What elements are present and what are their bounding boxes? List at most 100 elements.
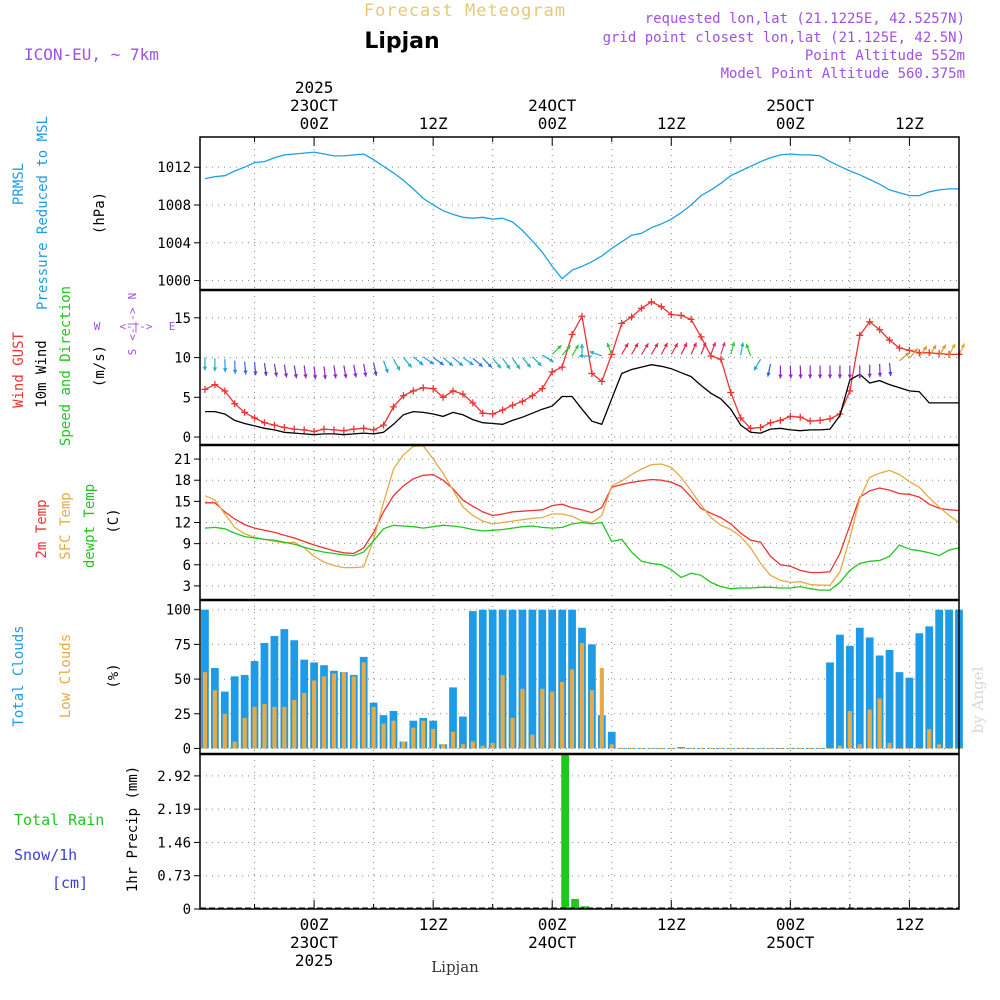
y-tick-label: 2.19: [157, 802, 191, 818]
gust-marker: [895, 344, 903, 352]
wind-arrow-head: [439, 360, 444, 366]
bar-total-clouds: [895, 672, 904, 749]
series-line-prmsl: [204, 151, 959, 280]
wind-arrow-head: [363, 372, 368, 377]
bar-total-clouds: [478, 609, 487, 749]
bar-total-clouds: [826, 662, 834, 749]
wind-arrow-head: [673, 343, 678, 348]
wind-arrow: [432, 357, 445, 366]
gust-marker: [459, 390, 467, 398]
bar-low-clouds: [510, 717, 515, 749]
wind-arrow-head: [429, 360, 434, 365]
bar-low-clouds: [341, 672, 346, 749]
gust-marker: [370, 426, 378, 434]
wind-arrow: [551, 344, 562, 355]
bar-total-clouds: [290, 640, 299, 749]
gust-marker: [449, 387, 457, 395]
wind-arrow: [710, 341, 717, 355]
gust-marker: [647, 298, 655, 306]
chart-title: Forecast Meteogram: [364, 1, 566, 21]
bar-low-clouds: [391, 720, 396, 749]
wind-arrow-head: [212, 367, 218, 372]
y-tick-label: 75: [174, 637, 191, 653]
wind-arrow-head: [740, 342, 745, 347]
gust-marker: [439, 393, 447, 401]
wind-arrow: [541, 354, 554, 363]
wind-arrow-head: [634, 343, 639, 348]
bar-low-clouds: [490, 742, 495, 749]
wind-arrow-head: [515, 364, 520, 370]
compass-south: S: [126, 349, 139, 356]
wind-arrow-head: [263, 371, 268, 377]
prmsl-unit-label: (hPa): [92, 192, 108, 234]
gust-marker: [489, 410, 497, 418]
panel-frame: [199, 753, 960, 910]
wind-arrow: [766, 363, 772, 377]
wind-arrow: [847, 365, 853, 379]
gust-marker: [320, 425, 328, 433]
wind-arrow: [232, 360, 238, 374]
bar-low-clouds: [421, 720, 426, 749]
wind-unit-label: (m/s): [92, 345, 108, 387]
bar-low-clouds: [589, 690, 594, 749]
gust-marker: [876, 326, 884, 334]
wind-arrow-head: [960, 343, 965, 348]
wind-arrow-head: [745, 343, 750, 349]
bar-low-clouds: [212, 690, 217, 749]
watermark: by Angel: [969, 666, 987, 733]
gust-marker: [727, 389, 735, 397]
wind-arrow-head: [407, 363, 412, 368]
gust-marker: [270, 421, 278, 429]
wind-arrow: [312, 366, 318, 380]
clouds-unit-label: (%): [106, 663, 122, 688]
y-tick-label: 0: [183, 902, 191, 918]
gust-marker: [340, 427, 348, 435]
wind-arrow-head: [913, 348, 918, 353]
gust-marker: [558, 363, 566, 371]
y-tick-label: 6: [183, 558, 191, 574]
bar-low-clouds: [431, 729, 436, 749]
wind-arrow: [462, 357, 474, 366]
bar-low-clouds: [937, 744, 942, 749]
bar-low-clouds: [450, 731, 456, 749]
wind-arrow-head: [731, 341, 736, 347]
wind-arrow: [918, 345, 928, 358]
time-label-bottom: 24OCT: [528, 933, 577, 952]
y-tick-label: 0: [183, 741, 191, 757]
wind-arrow: [827, 365, 833, 379]
rain-legend-label: Total Rain: [14, 811, 104, 829]
wind-arrow-head: [384, 368, 389, 373]
y-tick-label: 21: [174, 452, 191, 468]
y-tick-label: 0: [183, 430, 191, 446]
bar-low-clouds: [312, 680, 317, 749]
time-label-top: 23OCT: [290, 96, 339, 115]
gust-marker: [241, 408, 249, 416]
bar-total-clouds: [270, 636, 279, 749]
wind-arrow-head: [458, 361, 463, 366]
gust-marker: [380, 421, 388, 429]
gust-marker: [786, 412, 794, 420]
gust-marker: [409, 387, 417, 395]
wind-arrow-head: [624, 343, 629, 348]
wind-arrow: [531, 356, 542, 367]
wind-arrow-head: [574, 344, 579, 350]
time-label-bottom: 00Z: [776, 915, 805, 934]
y-tick-label: 2.92: [157, 769, 191, 785]
bar-low-clouds: [847, 710, 852, 749]
wind-arrow-head: [469, 360, 474, 366]
bar-low-clouds: [470, 741, 475, 749]
panel-precip: 0 0.73 1.46 2.19 2.92: [157, 753, 960, 918]
wind-arrow: [730, 341, 736, 355]
wind-arrow: [472, 357, 484, 368]
bar-1hr-precip: [571, 898, 579, 909]
bar-total-clouds: [677, 747, 686, 749]
bar-low-clouds: [351, 676, 356, 749]
wind-arrow-head: [496, 363, 502, 369]
wind-arrow: [263, 363, 268, 377]
wind-arrow: [571, 344, 580, 357]
gust-marker: [747, 424, 755, 432]
y-tick-label: 10: [174, 351, 191, 367]
compass-vertical: <-|->: [126, 307, 139, 340]
wind10-label: 10m Wind: [34, 340, 50, 407]
